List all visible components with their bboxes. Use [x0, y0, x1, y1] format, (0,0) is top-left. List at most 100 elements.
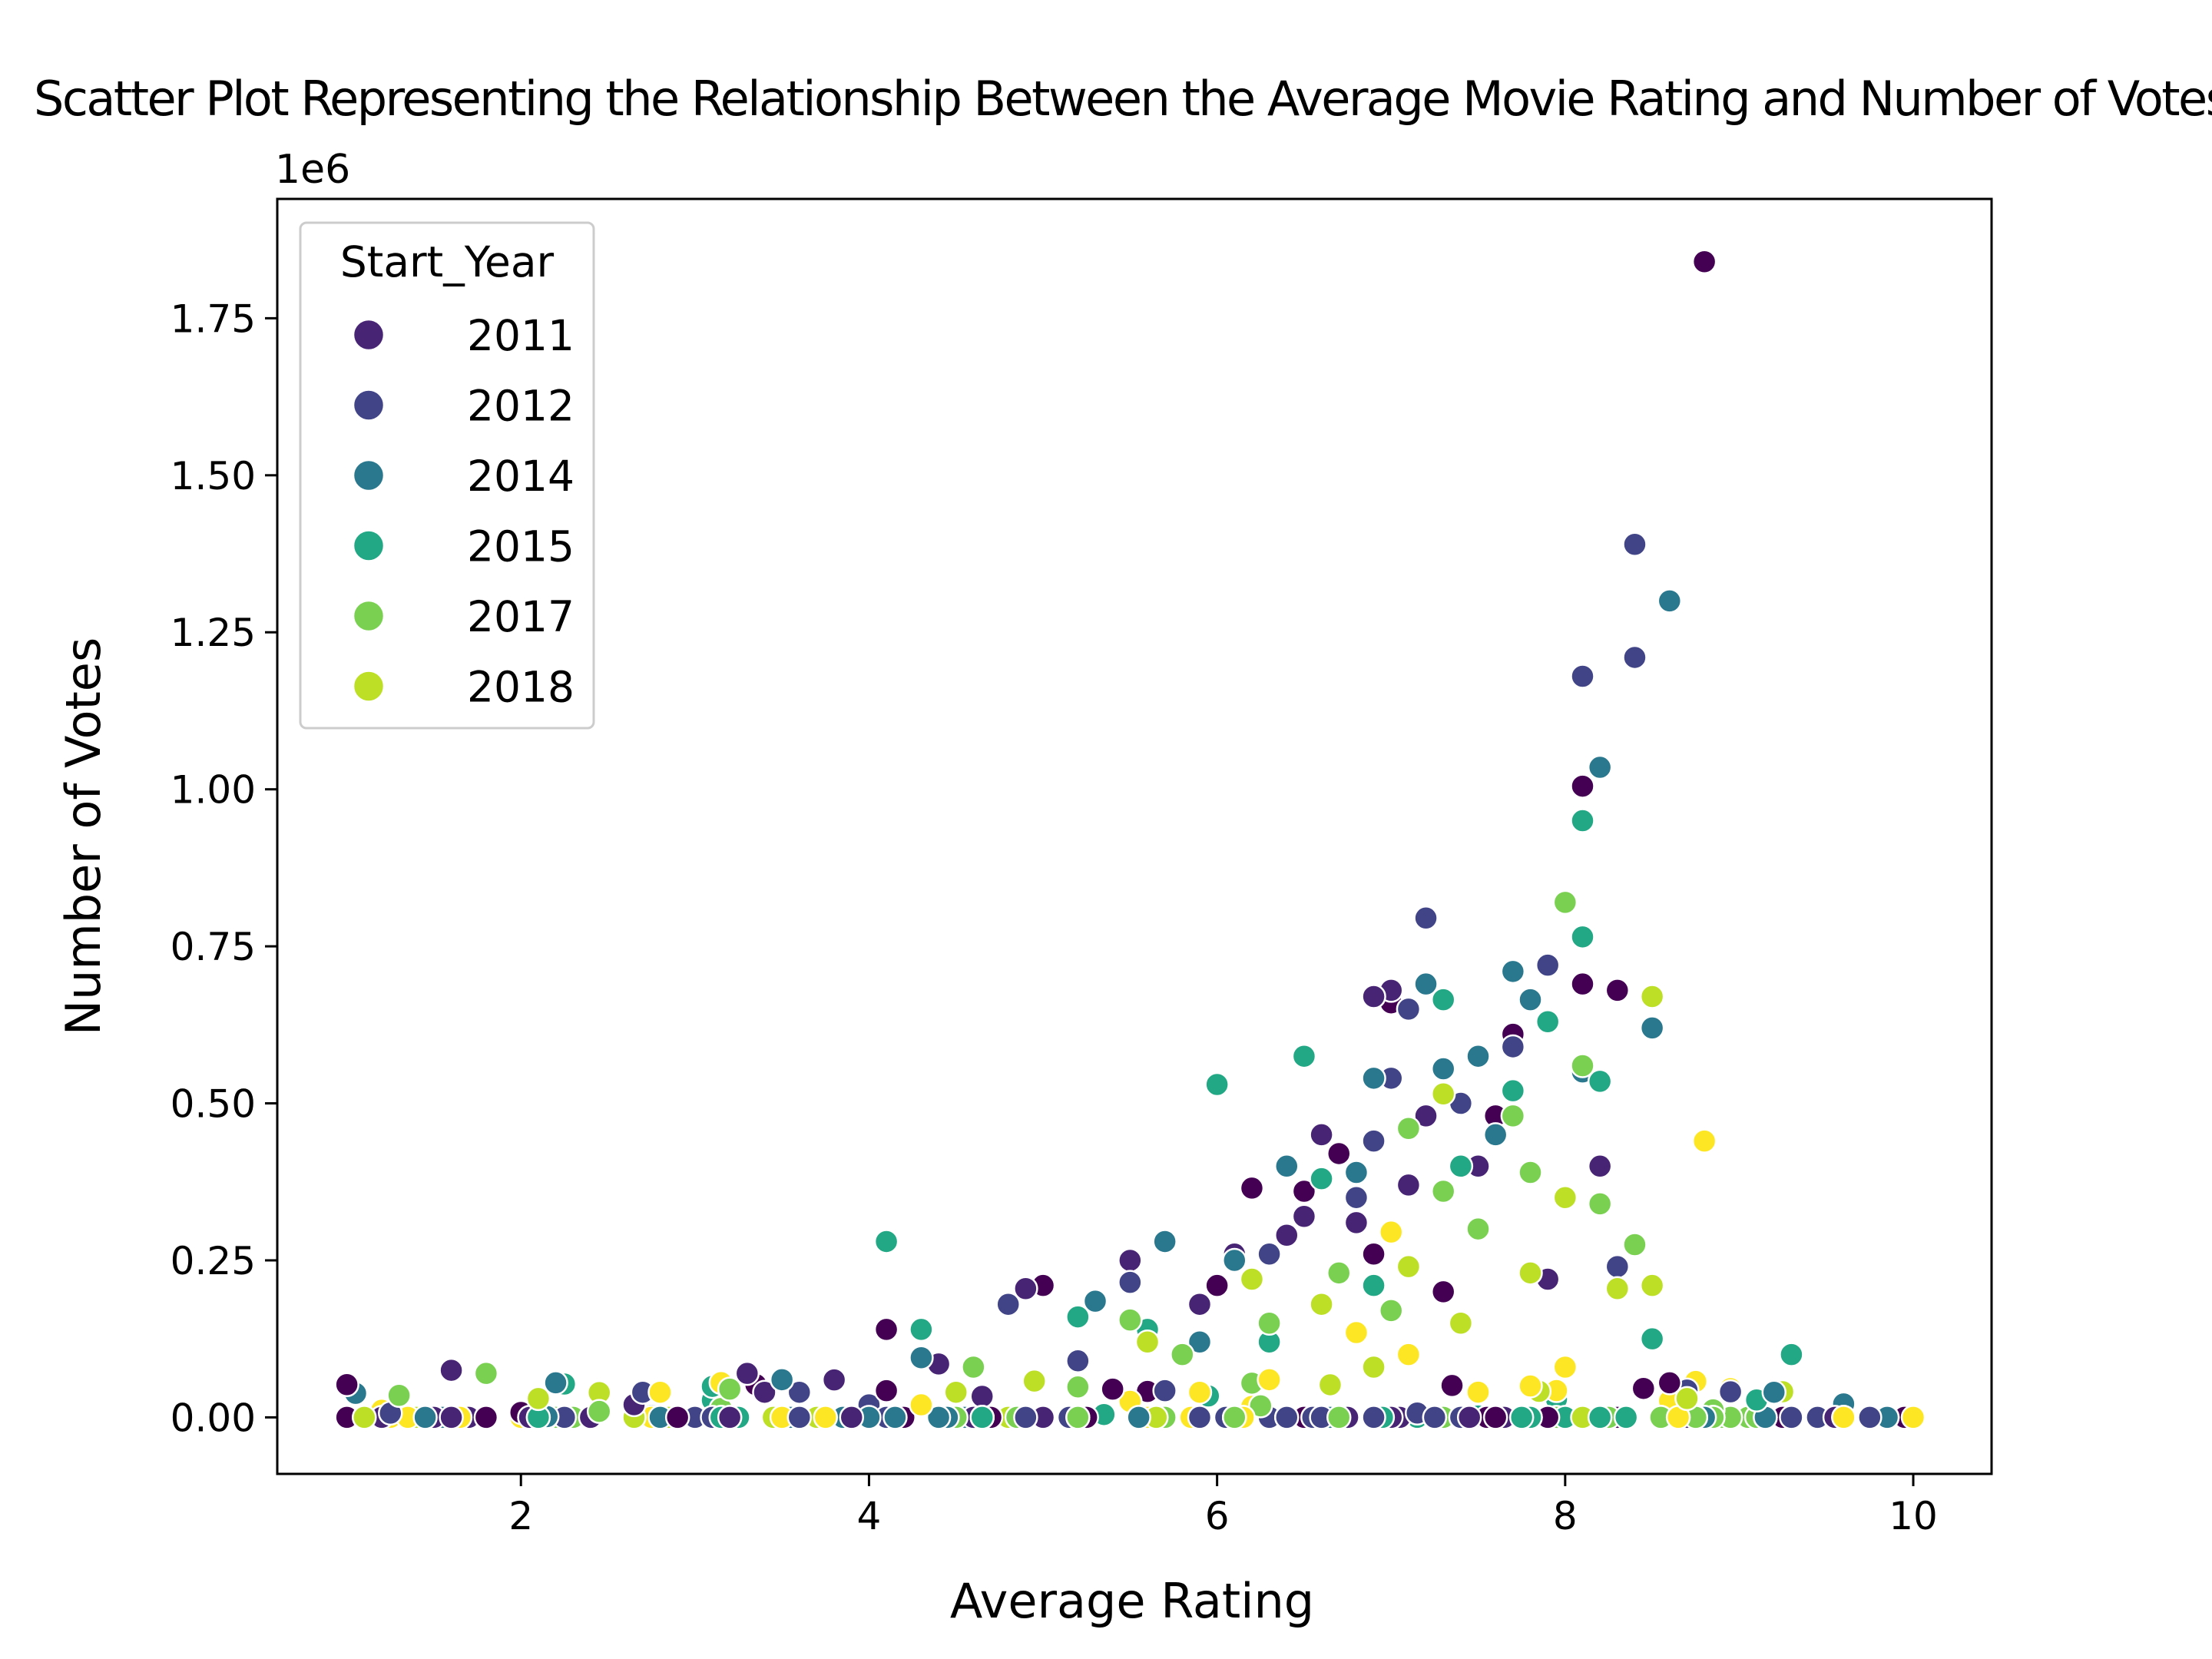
- data-point: [1570, 1053, 1595, 1078]
- y-tick-label: 0.00: [171, 1396, 256, 1440]
- data-point: [1187, 1291, 1213, 1317]
- data-point: [525, 1386, 551, 1412]
- x-tick-label: 10: [1889, 1494, 1938, 1538]
- data-point: [1779, 1342, 1804, 1367]
- data-point: [1761, 1379, 1787, 1405]
- legend-marker: [352, 529, 386, 562]
- data-point: [1361, 1354, 1386, 1380]
- data-point: [1343, 1210, 1369, 1236]
- baseline-point: [717, 1405, 743, 1430]
- y-tick-label: 1.25: [171, 611, 256, 655]
- data-point: [1570, 924, 1595, 950]
- data-point: [752, 1379, 777, 1405]
- baseline-point: [473, 1405, 499, 1430]
- baseline-point: [1779, 1405, 1804, 1430]
- data-point: [1239, 1175, 1265, 1201]
- baseline-point: [1248, 1393, 1273, 1419]
- data-points: [334, 249, 1926, 1430]
- baseline-point: [1317, 1372, 1343, 1398]
- data-point: [1396, 1342, 1422, 1367]
- data-point: [1396, 1253, 1422, 1280]
- baseline-point: [1857, 1405, 1883, 1430]
- data-point: [1239, 1267, 1265, 1292]
- data-point: [786, 1379, 813, 1405]
- baseline-point: [1613, 1405, 1639, 1430]
- data-point: [1257, 1310, 1282, 1336]
- data-point: [1465, 1216, 1491, 1242]
- data-point: [1204, 1273, 1230, 1298]
- x-axis-label: Average Rating: [950, 1573, 1314, 1629]
- baseline-point: [1439, 1373, 1465, 1399]
- data-point: [769, 1367, 795, 1392]
- data-point: [1570, 664, 1595, 689]
- baseline-point: [1900, 1405, 1926, 1430]
- baseline-point: [1022, 1368, 1047, 1394]
- data-point: [1118, 1247, 1143, 1273]
- legend-label: 2011: [467, 311, 575, 360]
- data-point: [1274, 1223, 1300, 1248]
- data-point: [647, 1379, 673, 1405]
- data-point: [1413, 971, 1439, 997]
- baseline-point: [1222, 1405, 1247, 1430]
- baseline-point: [586, 1399, 612, 1424]
- data-point: [1430, 1178, 1456, 1204]
- data-point: [1622, 644, 1647, 671]
- data-point: [1413, 1103, 1439, 1129]
- data-point: [1639, 1273, 1665, 1298]
- baseline-point: [839, 1405, 865, 1430]
- data-point: [1343, 1160, 1369, 1185]
- baseline-point: [969, 1383, 995, 1409]
- data-point: [1378, 1219, 1404, 1245]
- data-point: [1639, 984, 1665, 1009]
- legend-label: 2014: [467, 452, 575, 501]
- data-point: [1378, 1298, 1404, 1323]
- data-point: [1518, 1160, 1543, 1185]
- legend-marker: [352, 599, 386, 633]
- legend-label: 2018: [467, 663, 575, 712]
- data-point: [1257, 1367, 1282, 1392]
- data-point: [1013, 1276, 1038, 1302]
- baseline-point: [334, 1372, 359, 1397]
- data-point: [1448, 1154, 1474, 1179]
- data-point: [1065, 1348, 1091, 1374]
- legend-label: 2012: [467, 382, 575, 431]
- data-point: [1291, 1043, 1317, 1069]
- data-point: [664, 1405, 690, 1430]
- baseline-point: [1013, 1405, 1038, 1430]
- data-point: [1500, 1103, 1526, 1129]
- baseline-point: [1717, 1379, 1743, 1405]
- data-point: [909, 1345, 934, 1370]
- x-tick-label: 2: [508, 1494, 533, 1538]
- data-point: [1274, 1154, 1300, 1179]
- data-point: [1118, 1270, 1143, 1295]
- baseline-point: [1587, 1405, 1613, 1430]
- baseline-point: [1274, 1405, 1300, 1430]
- data-point: [1674, 1386, 1700, 1412]
- baseline-point: [412, 1405, 438, 1430]
- data-point: [1361, 1241, 1386, 1267]
- baseline-point: [1508, 1405, 1535, 1430]
- data-point: [1622, 1232, 1647, 1257]
- data-point: [543, 1370, 568, 1396]
- data-point: [1309, 1291, 1334, 1317]
- baseline-point: [882, 1405, 908, 1430]
- baseline-point: [1456, 1405, 1482, 1430]
- data-point: [909, 1392, 934, 1418]
- data-point: [1500, 1034, 1526, 1060]
- data-point: [1343, 1320, 1369, 1346]
- data-point: [1587, 1068, 1613, 1094]
- data-point: [1430, 987, 1456, 1012]
- y-tick-label: 0.50: [171, 1082, 256, 1127]
- data-point: [1657, 1370, 1683, 1396]
- data-point: [1326, 1260, 1352, 1286]
- data-point: [873, 1229, 899, 1254]
- data-point: [1430, 1279, 1456, 1305]
- legend-marker: [352, 459, 386, 492]
- x-axis-ticks: 2 4 6 8 10: [508, 1474, 1938, 1538]
- data-point: [1291, 1178, 1317, 1204]
- data-point: [1152, 1229, 1177, 1254]
- data-point: [1465, 1043, 1491, 1069]
- data-point: [1187, 1379, 1213, 1405]
- data-point: [1222, 1247, 1247, 1273]
- baseline-point: [439, 1405, 464, 1430]
